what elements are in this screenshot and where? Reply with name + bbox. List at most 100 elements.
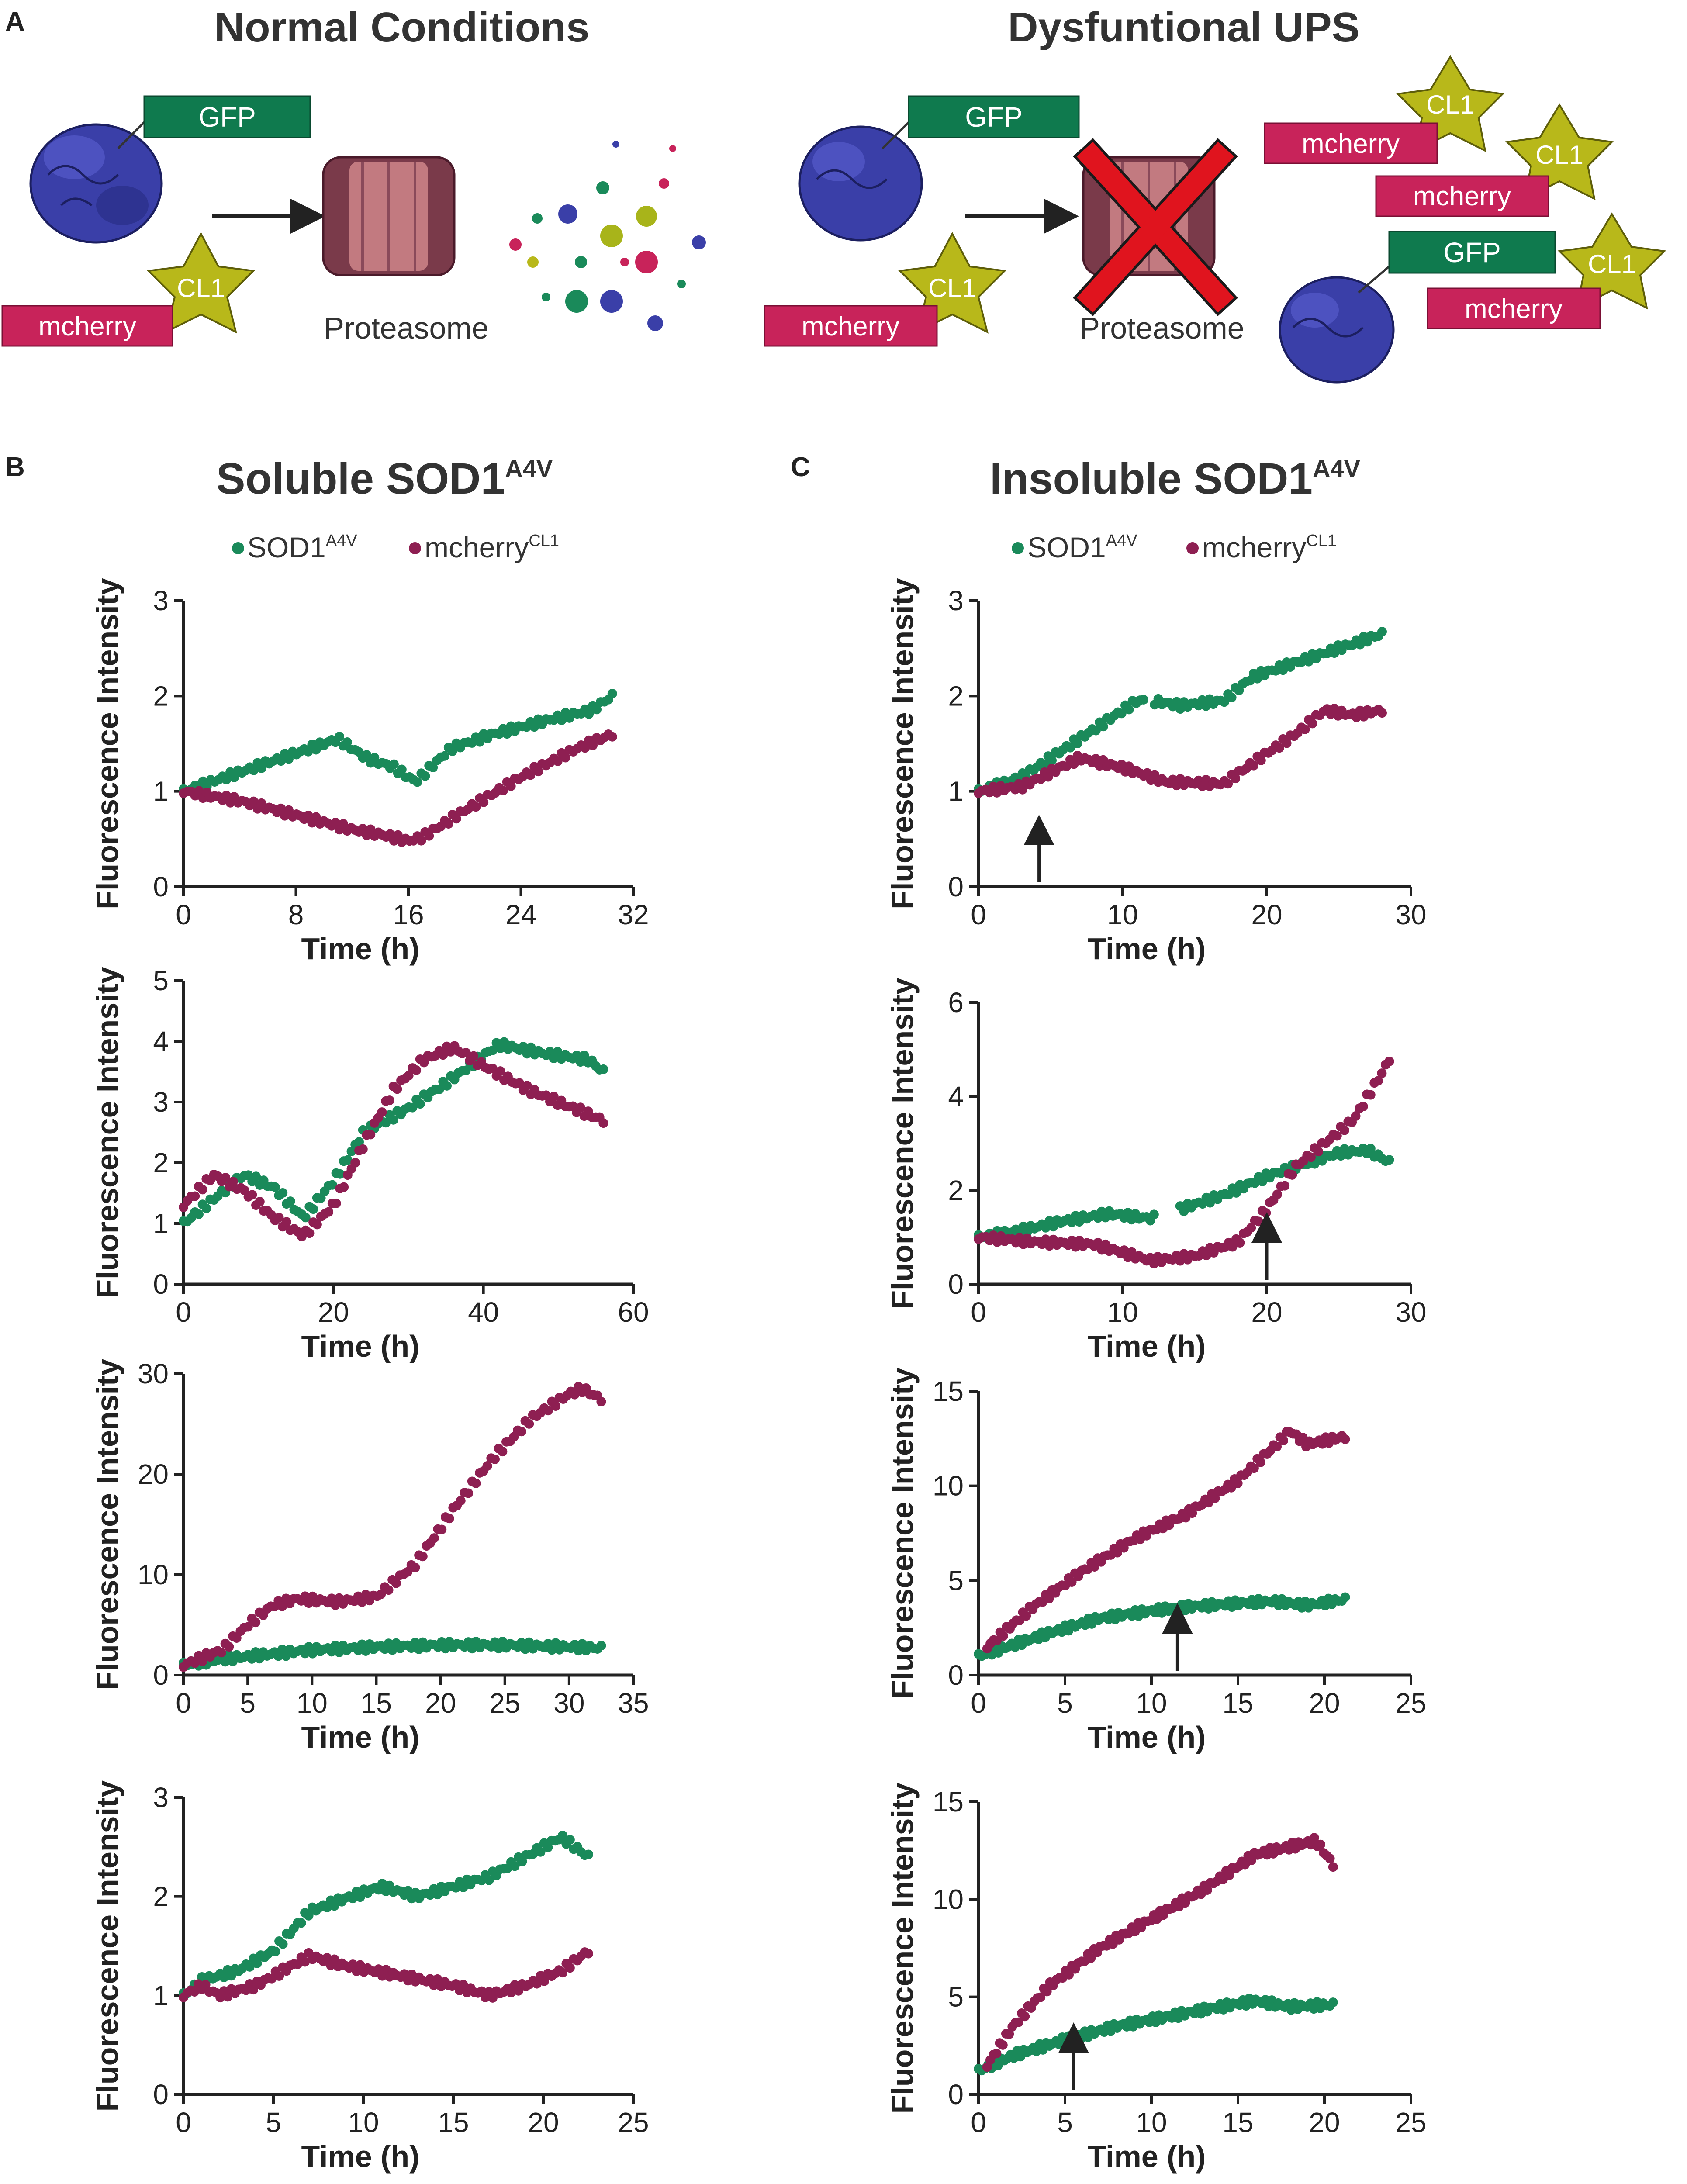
data-point bbox=[570, 1389, 580, 1400]
data-point bbox=[331, 1198, 341, 1208]
data-point bbox=[335, 1169, 345, 1179]
data-point bbox=[1254, 1216, 1264, 1227]
data-point bbox=[458, 1882, 468, 1892]
data-point bbox=[1093, 1237, 1103, 1248]
data-point bbox=[247, 1190, 257, 1200]
data-point bbox=[414, 1644, 424, 1654]
x-tick-label: 0 bbox=[971, 899, 986, 930]
data-point bbox=[194, 786, 204, 796]
gfp-tag bbox=[143, 95, 311, 138]
data-point bbox=[322, 1903, 332, 1913]
peptide-particles-icon bbox=[509, 141, 706, 331]
y-axis-label: Fluorescence Intensity bbox=[885, 978, 920, 1309]
data-point bbox=[490, 1454, 500, 1464]
data-point bbox=[999, 1631, 1009, 1641]
data-point bbox=[403, 1886, 413, 1896]
data-point bbox=[197, 1656, 207, 1666]
data-point bbox=[1124, 761, 1134, 771]
data-point bbox=[1272, 1189, 1282, 1199]
data-point bbox=[584, 1949, 593, 1959]
series-SOD1A4V bbox=[179, 1636, 606, 1671]
series-SOD1A4V bbox=[974, 1143, 1394, 1243]
data-point bbox=[596, 1396, 606, 1406]
data-point bbox=[432, 1974, 442, 1984]
x-tick-label: 30 bbox=[1395, 1296, 1426, 1328]
data-point bbox=[322, 1953, 332, 1963]
data-point bbox=[392, 1084, 402, 1094]
y-tick-label: 0 bbox=[153, 1268, 169, 1300]
x-tick-label: 16 bbox=[393, 899, 424, 930]
data-point bbox=[543, 1406, 553, 1416]
y-tick-label: 0 bbox=[153, 1659, 169, 1691]
data-point bbox=[301, 1213, 311, 1223]
proteasome-label-right: Proteasome bbox=[1079, 311, 1244, 345]
panel-label-c: C bbox=[791, 452, 810, 482]
y-tick-label: 0 bbox=[948, 871, 964, 902]
data-point bbox=[482, 1461, 492, 1471]
data-point bbox=[281, 1217, 291, 1227]
data-point bbox=[1358, 1102, 1368, 1112]
data-point bbox=[458, 1980, 468, 1990]
x-tick-label: 30 bbox=[1395, 899, 1426, 930]
y-tick-label: 0 bbox=[948, 2079, 964, 2110]
series-SOD1A4V bbox=[179, 1830, 593, 1998]
y-tick-label: 5 bbox=[948, 1565, 964, 1596]
data-point bbox=[277, 1601, 287, 1611]
y-tick-label: 2 bbox=[948, 680, 964, 712]
data-point bbox=[598, 1118, 608, 1128]
cl1-label: CL1 bbox=[1426, 90, 1474, 119]
data-point bbox=[384, 1585, 394, 1595]
data-point bbox=[1355, 639, 1365, 650]
chart-b1: 0 1 2 3 0 8 16 24 32 Time (h) Fluorescence Intensi… bbox=[90, 578, 649, 966]
x-tick-label: 25 bbox=[618, 2107, 649, 2138]
data-point bbox=[1377, 1068, 1387, 1078]
y-tick-label: 2 bbox=[153, 1147, 169, 1178]
data-point bbox=[451, 814, 461, 824]
data-point bbox=[311, 745, 321, 755]
column-b-title: Soluble SOD1A4V bbox=[216, 454, 553, 503]
data-point bbox=[377, 1107, 387, 1117]
y-tick-label: 20 bbox=[138, 1458, 169, 1490]
data-point bbox=[1246, 1856, 1256, 1866]
data-point bbox=[1287, 1170, 1297, 1180]
x-tick-label: 0 bbox=[176, 2107, 191, 2138]
y-tick-label: 3 bbox=[153, 585, 169, 616]
data-point bbox=[1210, 1493, 1220, 1503]
data-point bbox=[388, 1115, 398, 1125]
cl1-label: CL1 bbox=[177, 273, 225, 303]
data-point bbox=[308, 1204, 318, 1214]
proteasome-icon bbox=[322, 156, 456, 276]
x-tick-label: 0 bbox=[971, 2107, 986, 2138]
data-point bbox=[1340, 1434, 1350, 1444]
gfp-tag bbox=[1388, 231, 1556, 274]
series-mcherryCL1 bbox=[179, 1041, 608, 1241]
x-tick-label: 10 bbox=[1136, 2107, 1167, 2138]
data-point bbox=[420, 771, 430, 781]
data-point bbox=[1278, 665, 1288, 675]
data-point bbox=[304, 1911, 314, 1921]
data-point bbox=[565, 1835, 575, 1845]
data-point bbox=[251, 1171, 261, 1182]
data-point bbox=[1036, 1992, 1046, 2002]
cl1-star-icon bbox=[1557, 212, 1666, 310]
schematic-left-title: Normal Conditions bbox=[214, 4, 590, 51]
data-point bbox=[498, 1447, 508, 1457]
x-tick-label: 25 bbox=[489, 1687, 520, 1719]
protein-blob-icon bbox=[1279, 276, 1395, 384]
cl1-star-icon bbox=[146, 232, 256, 334]
data-point bbox=[536, 1847, 546, 1857]
data-point bbox=[1309, 1833, 1319, 1843]
data-point bbox=[391, 1578, 401, 1588]
data-point bbox=[434, 1084, 444, 1094]
data-point bbox=[190, 1191, 200, 1201]
data-point bbox=[1067, 1577, 1077, 1587]
data-point bbox=[1072, 739, 1082, 749]
x-tick-label: 10 bbox=[297, 1687, 328, 1719]
data-point bbox=[201, 1203, 211, 1213]
data-point bbox=[439, 751, 449, 761]
data-point bbox=[303, 746, 313, 757]
data-point bbox=[447, 746, 457, 756]
data-point bbox=[1274, 743, 1284, 753]
data-point bbox=[1339, 1125, 1349, 1135]
